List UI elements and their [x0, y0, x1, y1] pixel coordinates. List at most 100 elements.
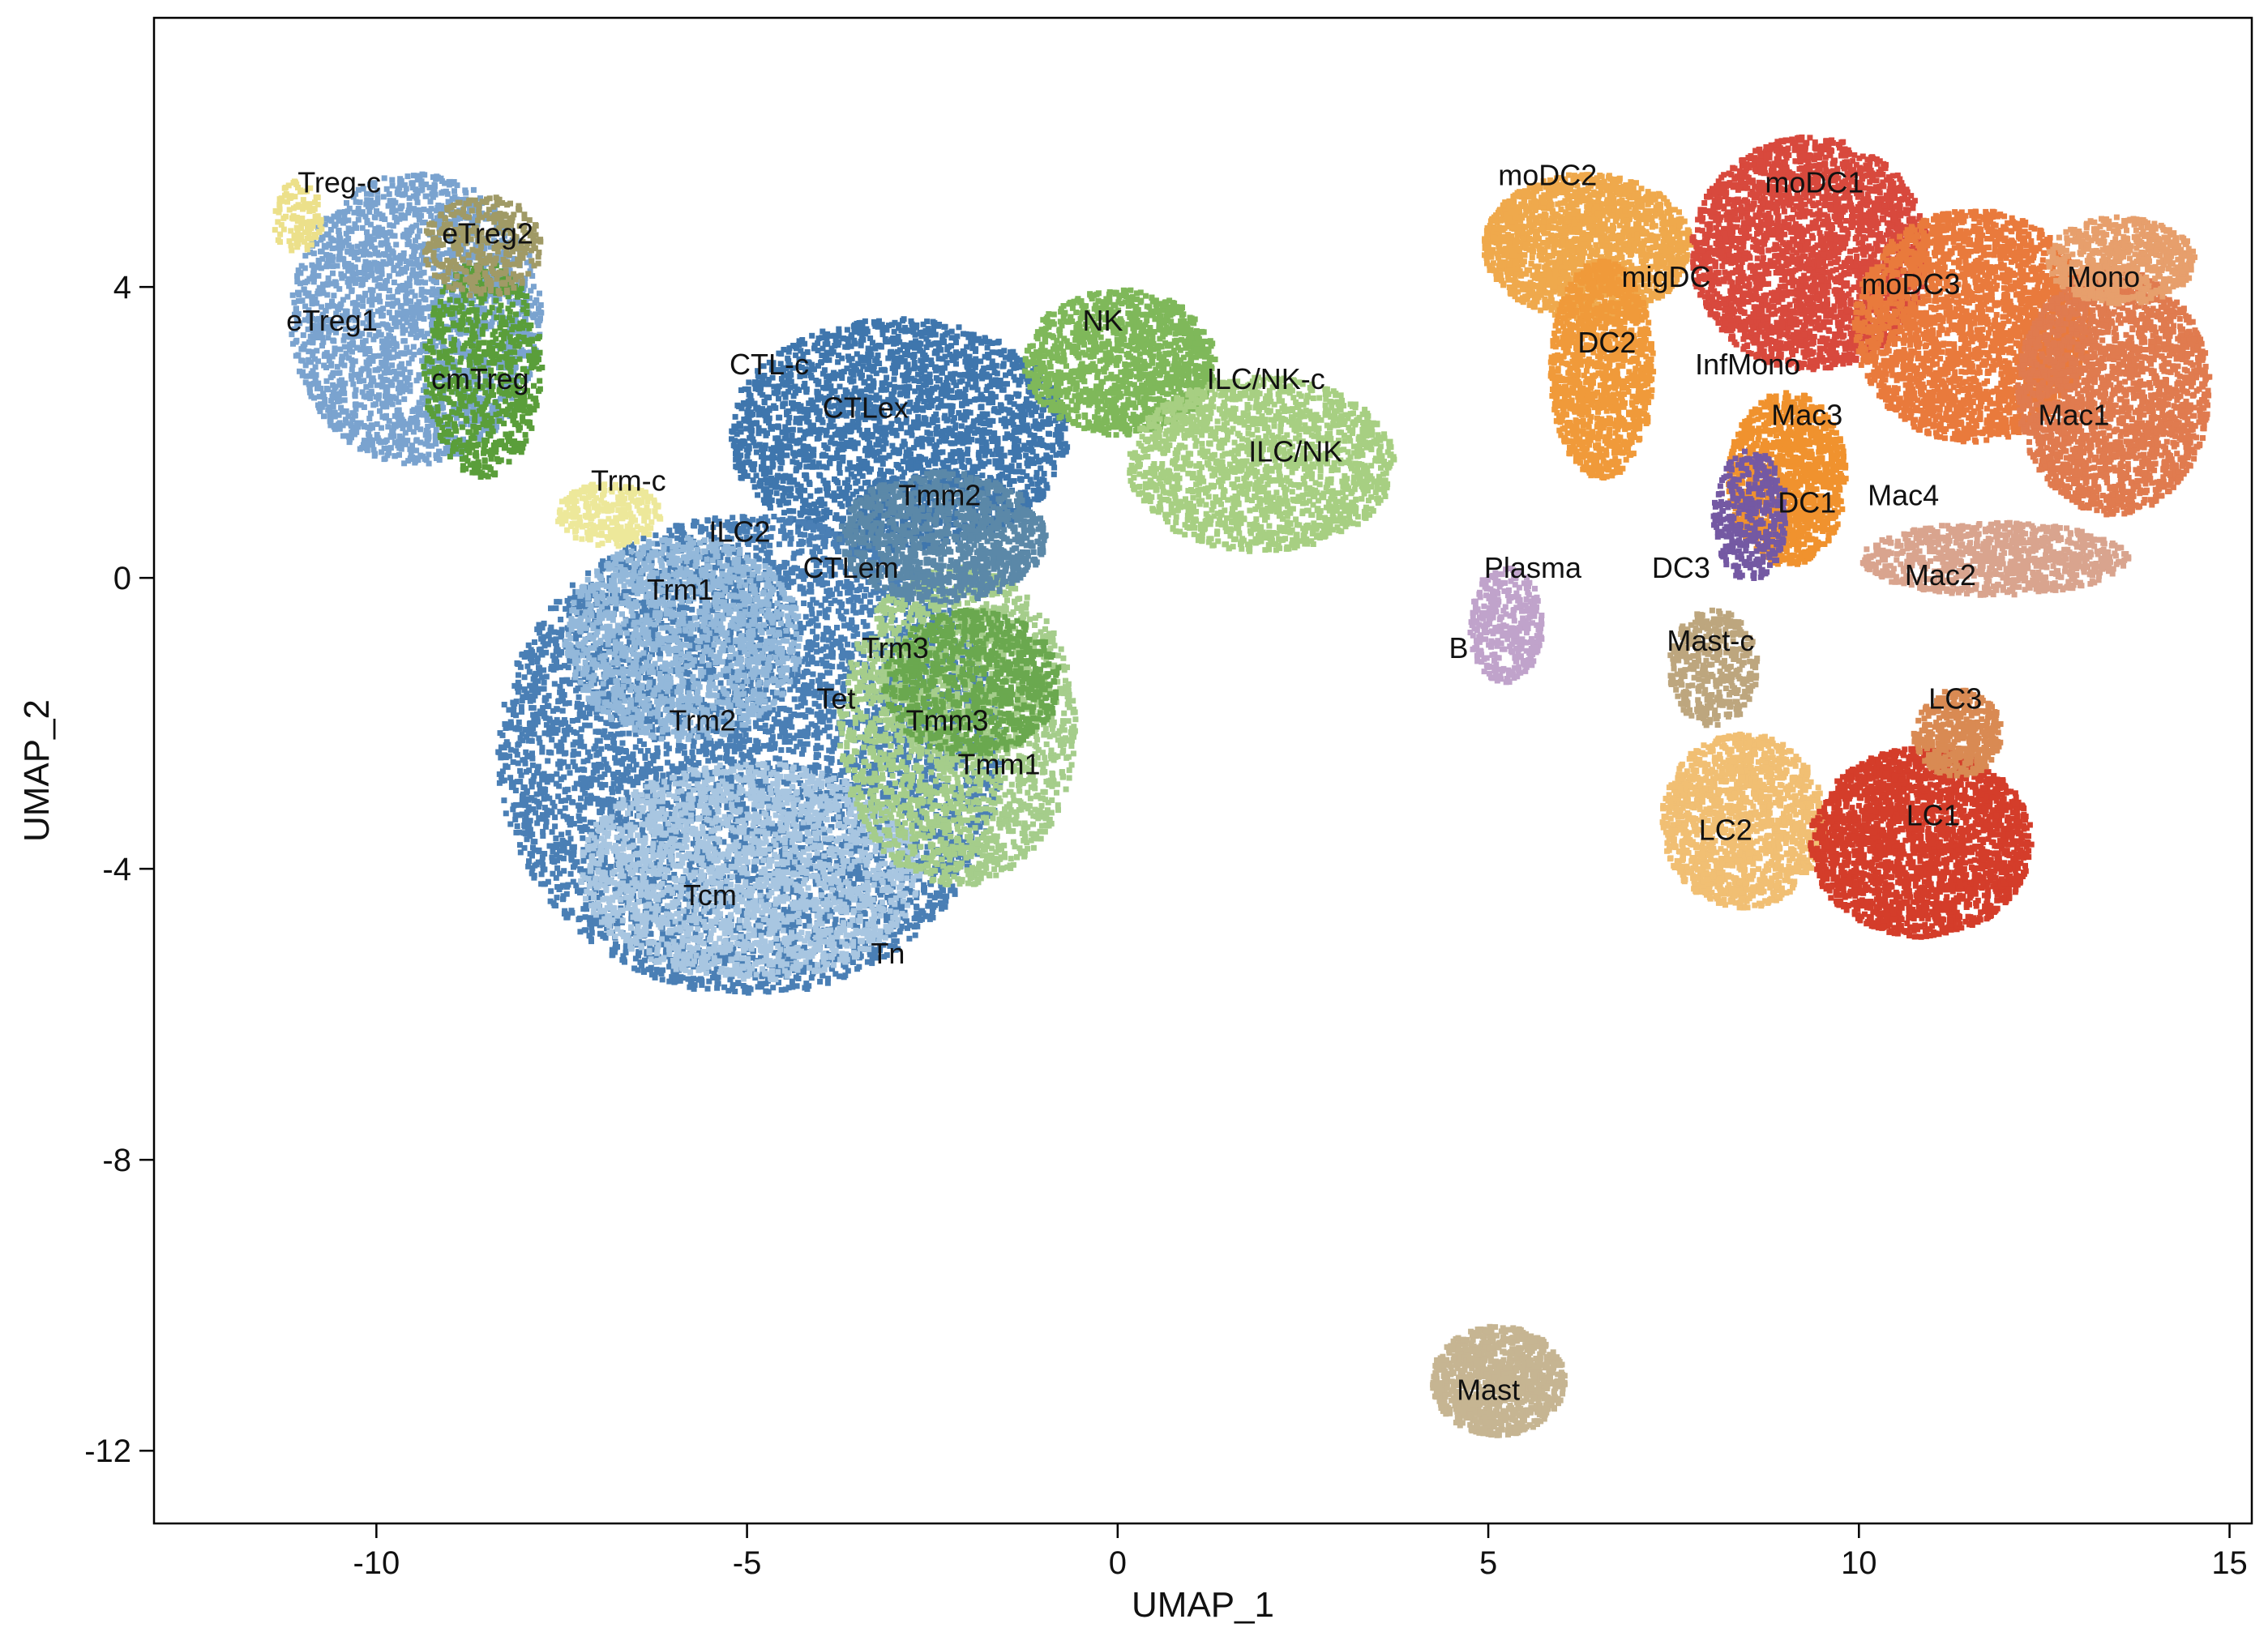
cell-point	[429, 206, 434, 212]
cell-point	[379, 271, 385, 277]
cell-point	[933, 332, 939, 338]
cell-point	[1003, 373, 1008, 378]
cell-point	[474, 314, 480, 320]
cell-point	[417, 315, 422, 321]
cell-point	[289, 248, 294, 254]
cell-point	[958, 415, 964, 421]
cell-point	[492, 472, 498, 477]
cell-point	[862, 480, 868, 485]
cell-point	[424, 194, 430, 199]
cell-point	[391, 315, 396, 321]
cell-point	[362, 291, 368, 297]
cell-point	[426, 436, 431, 442]
cell-point	[374, 394, 379, 400]
cell-point	[943, 324, 948, 330]
cell-point	[440, 312, 446, 318]
cell-point	[524, 310, 529, 316]
cell-point	[399, 203, 404, 209]
cell-point	[507, 404, 513, 409]
cell-point	[954, 334, 960, 340]
cell-point	[1019, 476, 1025, 482]
cell-point	[1016, 463, 1022, 468]
cell-point	[470, 410, 476, 416]
points-layer	[272, 135, 2213, 1438]
cell-point	[458, 303, 464, 309]
cell-point	[294, 273, 300, 279]
cell-point	[385, 301, 391, 307]
cell-point	[901, 316, 907, 322]
cell-point	[482, 312, 488, 318]
cell-point	[481, 349, 487, 355]
cell-point	[312, 264, 318, 270]
cell-point	[294, 241, 300, 246]
cell-point	[435, 274, 441, 280]
cell-point	[493, 336, 499, 342]
cell-point	[458, 356, 464, 361]
cell-point	[430, 191, 435, 197]
cell-point	[389, 177, 395, 183]
cell-point	[733, 414, 738, 420]
cell-point	[809, 333, 815, 339]
cell-point	[956, 324, 962, 330]
cell-point	[790, 433, 795, 438]
cell-point	[528, 258, 534, 263]
cell-point	[828, 439, 833, 445]
cell-point	[537, 350, 543, 356]
cell-point	[366, 199, 371, 204]
cell-point	[326, 276, 332, 281]
cell-point	[817, 488, 823, 494]
cell-point	[862, 379, 868, 385]
cell-point	[494, 352, 499, 357]
cell-point	[387, 246, 392, 252]
cell-point	[392, 320, 397, 326]
cell-point	[473, 202, 479, 207]
cell-point	[463, 455, 469, 460]
cell-point	[319, 219, 324, 224]
cell-point	[774, 490, 780, 496]
cell-point	[1005, 395, 1011, 400]
cell-point	[845, 477, 851, 483]
cell-point	[490, 419, 495, 425]
cell-point	[469, 335, 475, 340]
cell-point	[352, 221, 357, 227]
cell-point	[392, 280, 397, 285]
cell-point	[472, 354, 477, 360]
cell-point	[999, 417, 1004, 423]
cell-point	[973, 357, 978, 362]
cell-point	[429, 220, 434, 226]
cell-point	[921, 322, 926, 327]
cell-point	[490, 305, 495, 310]
cell-point	[839, 375, 845, 381]
cell-point	[336, 229, 341, 234]
cell-point	[397, 417, 403, 423]
cell-point	[527, 323, 533, 328]
cell-point	[404, 241, 410, 247]
cell-point	[533, 400, 539, 405]
cell-point	[488, 451, 494, 457]
cell-point	[460, 318, 466, 324]
cell-point	[287, 238, 293, 244]
cell-point	[1051, 472, 1057, 477]
cell-point	[335, 214, 340, 220]
cell-point	[387, 310, 392, 315]
cell-point	[430, 237, 436, 242]
cell-point	[821, 442, 827, 448]
cell-point	[451, 421, 457, 427]
cell-point	[396, 386, 401, 391]
cell-point	[402, 351, 408, 357]
cell-point	[943, 332, 948, 338]
cell-point	[522, 250, 528, 255]
cell-point	[391, 355, 396, 361]
cell-point	[407, 446, 413, 452]
cell-point	[387, 418, 392, 424]
cell-point	[320, 340, 326, 345]
cell-point	[379, 240, 384, 246]
cell-point	[429, 345, 434, 351]
cell-point	[357, 378, 362, 384]
cell-point	[419, 310, 425, 316]
cell-point	[470, 433, 476, 438]
cell-point	[413, 415, 419, 421]
cell-point	[489, 266, 494, 271]
cell-point	[332, 237, 337, 243]
cell-point	[330, 271, 336, 276]
